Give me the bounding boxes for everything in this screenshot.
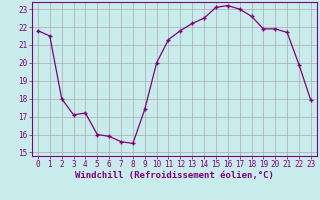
X-axis label: Windchill (Refroidissement éolien,°C): Windchill (Refroidissement éolien,°C): [75, 171, 274, 180]
